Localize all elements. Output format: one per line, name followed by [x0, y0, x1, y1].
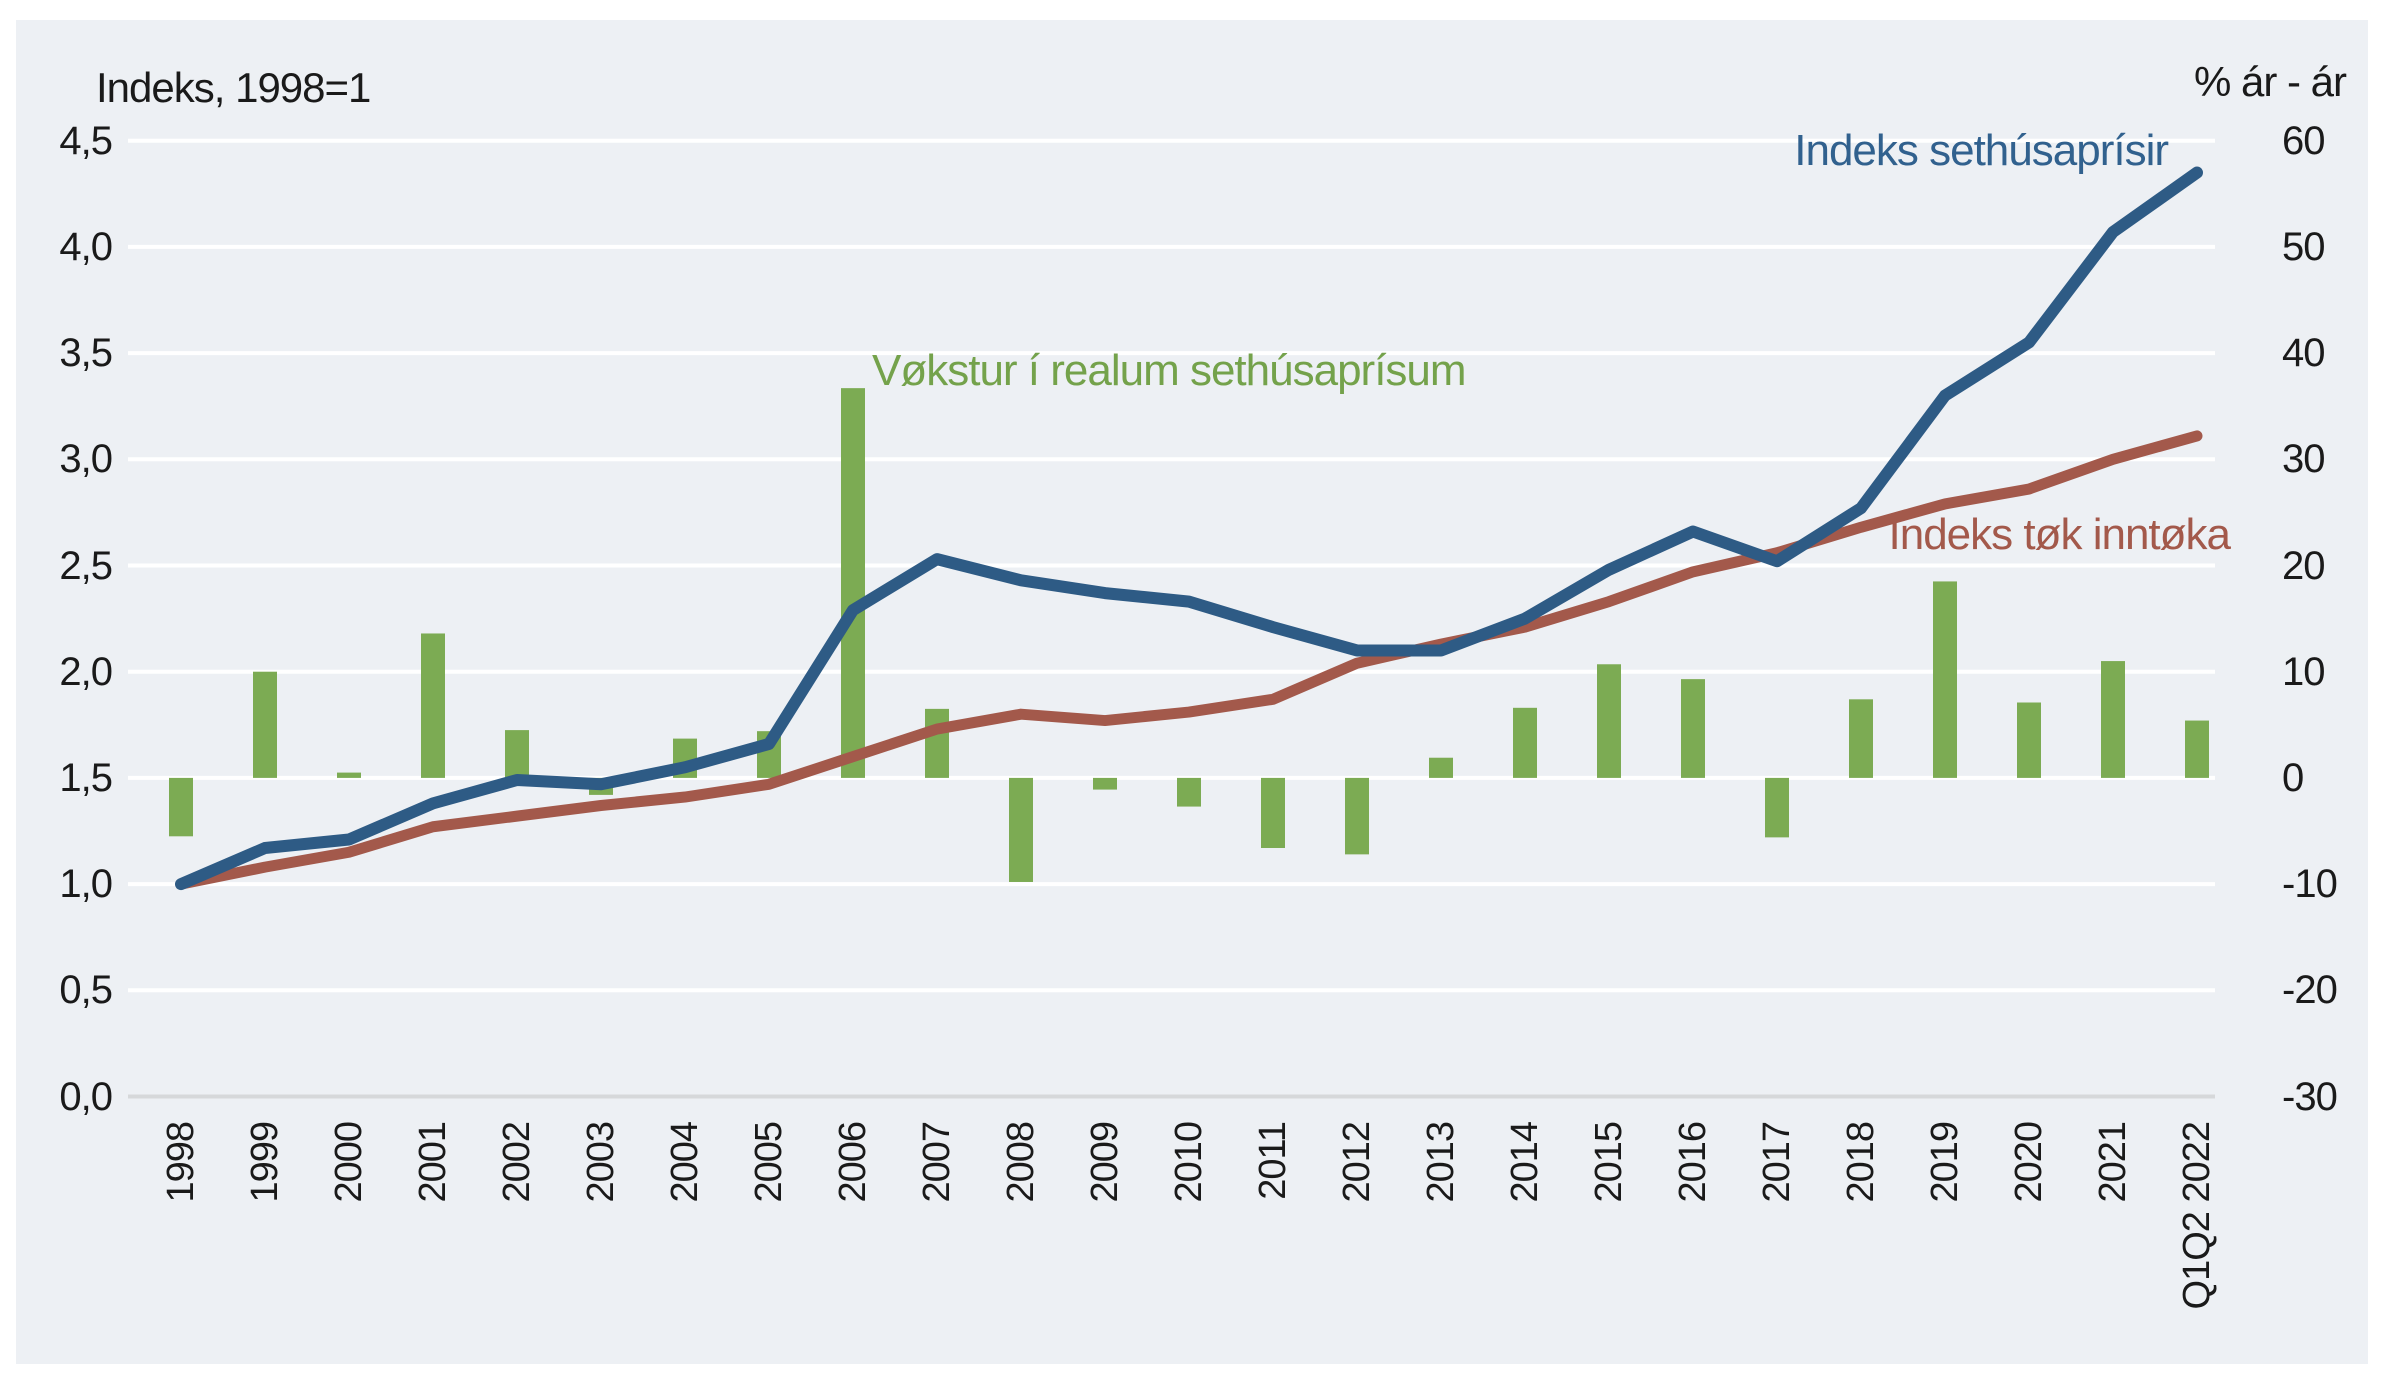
left-axis-tick: 0,5 — [59, 968, 113, 1013]
growth-bar — [2185, 720, 2209, 778]
growth-bar — [1597, 664, 1621, 778]
left-axis-tick: 4,0 — [59, 224, 113, 269]
growth-bar — [1681, 679, 1705, 778]
growth-bar — [2017, 702, 2041, 778]
growth-bar — [2101, 661, 2125, 778]
series-label-tok-intoka: Indeks tøk inntøka — [1888, 510, 2231, 559]
x-axis-tick: 2020 — [2008, 1122, 2050, 1203]
growth-bar — [925, 708, 949, 778]
left-axis-tick: 2,5 — [59, 543, 113, 588]
x-axis-tick: 2002 — [496, 1122, 538, 1203]
x-axis-tick: 1999 — [244, 1122, 286, 1203]
x-axis-tick: 2014 — [1504, 1122, 1546, 1203]
series-label-vokstur: Vøkstur í realum sethúsaprísum — [872, 346, 1467, 395]
growth-bar — [1093, 777, 1117, 790]
x-axis-tick: 2021 — [2092, 1122, 2134, 1203]
x-axis-tick: Q1Q2 2022 — [2176, 1122, 2218, 1310]
left-axis-tick: 3,0 — [59, 437, 113, 482]
left-axis-tick: 4,5 — [59, 118, 113, 163]
right-axis-tick: -20 — [2282, 968, 2338, 1013]
x-axis-tick: 2019 — [1924, 1122, 1966, 1203]
left-axis-tick: 0,0 — [59, 1074, 113, 1119]
growth-bar — [1849, 699, 1873, 778]
left-axis-tick: 1,5 — [59, 755, 113, 800]
series-label-sethusaprisir: Indeks sethúsaprísir — [1794, 126, 2169, 175]
x-axis-tick: 2009 — [1084, 1122, 1126, 1203]
growth-bar — [1177, 777, 1201, 807]
x-axis-tick: 2013 — [1420, 1122, 1462, 1203]
x-axis-tick: 2008 — [1000, 1122, 1042, 1203]
right-axis-tick: 10 — [2282, 649, 2325, 694]
left-axis-tick: 2,0 — [59, 649, 113, 694]
left-axis-tick: 1,0 — [59, 862, 113, 907]
x-axis-tick: 2001 — [412, 1122, 454, 1203]
x-axis-tick: 2003 — [580, 1122, 622, 1203]
growth-bar — [505, 730, 529, 778]
x-axis-tick: 2000 — [328, 1122, 370, 1203]
left-axis-tick: 3,5 — [59, 331, 113, 376]
growth-bar — [1009, 777, 1033, 882]
line-indeks-seth-sapr-sir — [175, 166, 2203, 891]
x-axis-tick: 2016 — [1672, 1122, 1714, 1203]
chart-panel — [16, 20, 2368, 1364]
left-axis-title: Indeks, 1998=1 — [96, 64, 371, 111]
x-axis-tick: 2015 — [1588, 1122, 1630, 1203]
x-axis-tick: 2006 — [832, 1122, 874, 1203]
x-axis-tick: 2007 — [916, 1122, 958, 1203]
line-indeks-t-k-innt-ka — [175, 430, 2203, 890]
right-axis-tick: 40 — [2282, 331, 2325, 376]
growth-bar — [1345, 777, 1369, 855]
x-axis-tick: 2017 — [1756, 1122, 1798, 1203]
right-axis-tick: 20 — [2282, 543, 2325, 588]
x-axis-tick: 2012 — [1336, 1122, 1378, 1203]
growth-bar — [1765, 777, 1789, 838]
right-axis-tick: 0 — [2282, 755, 2304, 800]
x-axis-tick: 2010 — [1168, 1122, 1210, 1203]
right-axis-tick: 60 — [2282, 118, 2325, 163]
right-axis-tick: -10 — [2282, 862, 2338, 907]
growth-bar — [337, 772, 361, 778]
growth-bar — [1513, 707, 1537, 778]
x-axis-tick: 2005 — [748, 1122, 790, 1203]
growth-bar — [1933, 581, 1957, 778]
growth-bar — [169, 777, 193, 837]
right-axis-tick: 50 — [2282, 224, 2325, 269]
growth-bar — [421, 633, 445, 778]
growth-bar — [253, 671, 277, 778]
x-axis-tick: 2011 — [1252, 1122, 1294, 1200]
growth-bar — [841, 388, 865, 778]
x-axis-tick: 2018 — [1840, 1122, 1882, 1203]
right-axis-tick: 30 — [2282, 437, 2325, 482]
x-axis-tick: 2004 — [664, 1122, 706, 1203]
right-axis-title: % ár - ár — [2193, 58, 2347, 105]
x-axis-tick: 1998 — [160, 1122, 202, 1203]
right-axis-tick: -30 — [2282, 1074, 2338, 1119]
growth-bar — [1429, 757, 1453, 778]
growth-bar — [1261, 777, 1285, 848]
